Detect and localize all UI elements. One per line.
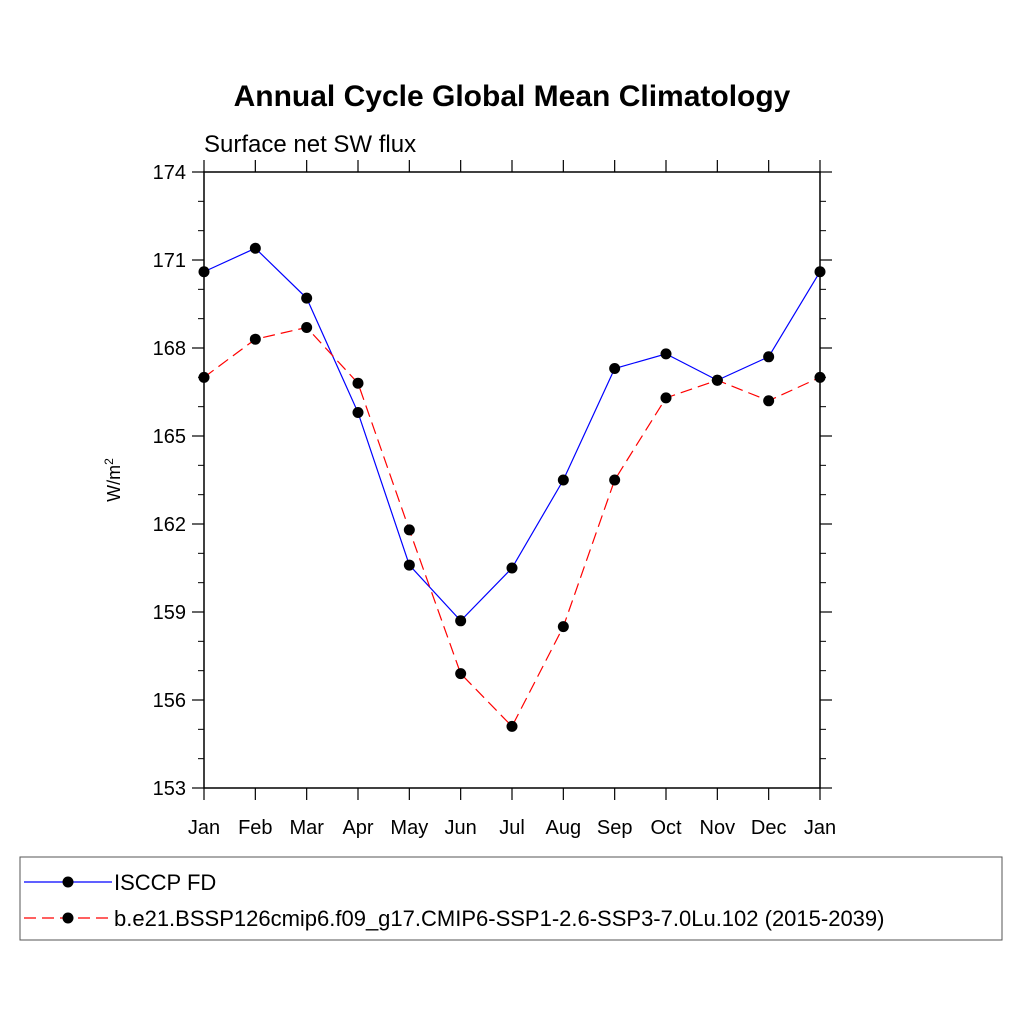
legend-label-2: b.e21.BSSP126cmip6.f09_g17.CMIP6-SSP1-2.… bbox=[114, 906, 884, 931]
y-tick-label: 156 bbox=[153, 690, 186, 712]
series-1 bbox=[198, 242, 826, 627]
data-point bbox=[301, 321, 313, 333]
y-axis-label-superscript: 2 bbox=[102, 458, 116, 465]
legend-items: ISCCP FD b.e21.BSSP126cmip6.f09_g17.CMIP6… bbox=[24, 870, 884, 931]
data-point bbox=[455, 668, 467, 680]
data-point bbox=[609, 474, 621, 486]
y-axis-label-text: W/m bbox=[104, 465, 124, 502]
data-point bbox=[711, 374, 723, 386]
data-point bbox=[403, 559, 415, 571]
x-tick-label: Jul bbox=[499, 817, 525, 839]
data-point bbox=[557, 621, 569, 633]
data-point bbox=[249, 242, 261, 254]
y-tick-label: 165 bbox=[153, 426, 186, 448]
x-tick-label: Feb bbox=[238, 817, 272, 839]
series-line-2 bbox=[203, 326, 821, 728]
plot-area-series bbox=[198, 242, 826, 732]
data-point bbox=[455, 615, 467, 627]
legend-label-1: ISCCP FD bbox=[114, 870, 216, 895]
data-point bbox=[557, 474, 569, 486]
data-point bbox=[249, 333, 261, 345]
data-point bbox=[403, 524, 415, 536]
y-tick-label: 174 bbox=[153, 162, 186, 184]
data-point bbox=[301, 292, 313, 304]
series-2 bbox=[198, 321, 826, 732]
data-point bbox=[660, 392, 672, 404]
x-tick-label: Apr bbox=[342, 817, 373, 839]
legend-marker-2 bbox=[62, 912, 74, 924]
data-point bbox=[660, 348, 672, 360]
data-point bbox=[506, 562, 518, 574]
svg-text:W/m2: W/m2 bbox=[102, 458, 124, 502]
data-point bbox=[763, 351, 775, 363]
x-tick-label: Jan bbox=[188, 817, 220, 839]
x-tick-label: Sep bbox=[597, 817, 633, 839]
y-tick-label: 153 bbox=[153, 778, 186, 800]
data-point bbox=[352, 407, 364, 419]
chart-title: Annual Cycle Global Mean Climatology bbox=[234, 80, 791, 113]
x-tick-label: Dec bbox=[751, 817, 787, 839]
x-tick-label: Oct bbox=[650, 817, 682, 839]
plot-frame bbox=[203, 171, 821, 789]
data-point bbox=[763, 395, 775, 407]
legend: ISCCP FD b.e21.BSSP126cmip6.f09_g17.CMIP6… bbox=[19, 856, 1003, 941]
x-tick-label: Mar bbox=[289, 817, 324, 839]
axis-ticks: 153 156 159 162 165 168 171 174 Jan Feb Mar Apr May J… bbox=[153, 160, 836, 839]
y-axis-label: W/m2 bbox=[102, 458, 124, 502]
legend-marker-1 bbox=[62, 876, 74, 888]
x-tick-label: Aug bbox=[546, 817, 582, 839]
data-point bbox=[506, 720, 518, 732]
legend-box bbox=[19, 856, 1003, 941]
x-tick-label: Jun bbox=[445, 817, 477, 839]
y-tick-label: 171 bbox=[153, 250, 186, 272]
x-tick-label: Nov bbox=[700, 817, 736, 839]
data-point bbox=[609, 363, 621, 375]
x-tick-label: May bbox=[390, 817, 428, 839]
chart-subtitle: Surface net SW flux bbox=[204, 131, 416, 158]
x-tick-label: Jan bbox=[804, 817, 836, 839]
data-point bbox=[352, 377, 364, 389]
y-tick-label: 168 bbox=[153, 338, 186, 360]
y-tick-label: 162 bbox=[153, 514, 186, 536]
y-tick-label: 159 bbox=[153, 602, 186, 624]
